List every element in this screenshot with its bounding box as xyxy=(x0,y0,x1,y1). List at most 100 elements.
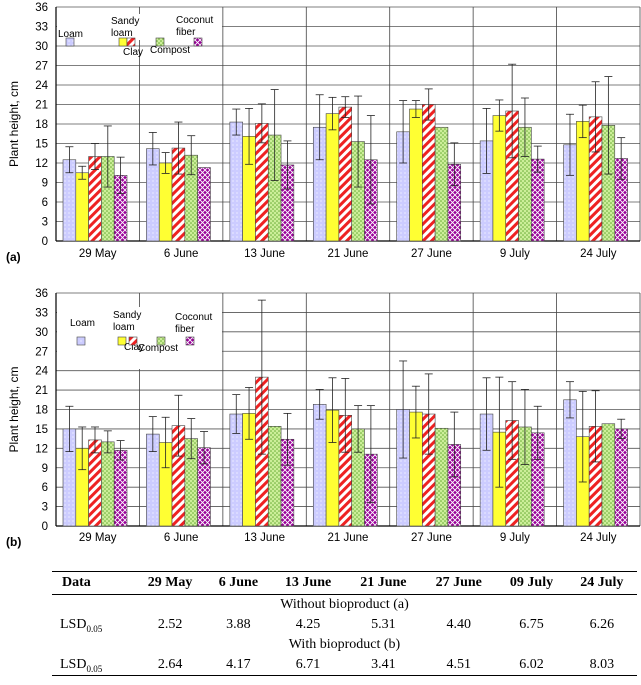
x-tick-label: 13 June xyxy=(244,248,285,260)
y-axis-label: Plant height, cm xyxy=(7,81,21,167)
y-tick-label: 15 xyxy=(35,424,48,436)
y-tick-label: 18 xyxy=(35,119,48,131)
legend-label: Sandy xyxy=(111,16,139,27)
lsd-table: Data 29 May 6 June 13 June 21 June 27 Ju… xyxy=(52,571,637,676)
lsd-row-a: LSD0.05 2.52 3.88 4.25 5.31 4.40 6.75 6.… xyxy=(52,615,637,635)
lsd-b-cell: 4.51 xyxy=(446,657,471,672)
legend-label: Clay xyxy=(124,342,144,353)
lsd-header-row: Data 29 May 6 June 13 June 21 June 27 Ju… xyxy=(52,571,637,595)
legend-label: Compost xyxy=(138,343,178,354)
x-tick-label: 29 May xyxy=(79,248,117,260)
bar xyxy=(229,121,243,242)
y-tick-label: 33 xyxy=(35,22,48,34)
y-tick-label: 21 xyxy=(35,385,48,397)
bar xyxy=(601,423,616,527)
legend-label: Loam xyxy=(70,318,95,329)
legend-swatch xyxy=(155,37,165,47)
lsd-b-cell: 6.71 xyxy=(295,657,321,672)
y-tick-label: 36 xyxy=(35,2,48,14)
legend-box xyxy=(57,14,222,40)
legend-label: loam xyxy=(111,28,133,39)
bar xyxy=(338,106,352,242)
y-tick-label: 21 xyxy=(35,100,48,112)
y-tick-label: 12 xyxy=(35,158,48,170)
lsd-b-cell: 4.17 xyxy=(226,657,251,672)
header-27-june: 27 June xyxy=(435,575,482,590)
legend-swatch xyxy=(118,37,128,47)
legend-label: fiber xyxy=(176,27,196,38)
y-tick-label: 24 xyxy=(35,80,48,92)
lsd-b-cell: 6.02 xyxy=(519,657,544,672)
bar xyxy=(101,441,115,527)
legend-label: Sandy xyxy=(113,310,141,321)
x-tick-label: 27 June xyxy=(411,248,452,260)
bar xyxy=(434,126,449,242)
x-tick-label: 21 June xyxy=(328,532,369,544)
lsd-a-cell: 4.25 xyxy=(295,617,321,632)
bar xyxy=(325,113,340,242)
lsd-a-cell: 2.52 xyxy=(157,617,183,632)
legend-label: Coconut xyxy=(175,312,212,323)
header-13-june: 13 June xyxy=(284,575,332,590)
lsd-b-cell: 3.41 xyxy=(371,657,396,672)
y-tick-label: 0 xyxy=(42,236,48,248)
row-label-a: LSD0.05 xyxy=(52,615,134,635)
legend-swatch xyxy=(126,37,136,47)
y-tick-label: 24 xyxy=(35,366,48,378)
bar xyxy=(113,449,128,527)
legend-label: Coconut xyxy=(176,15,213,26)
y-tick-label: 3 xyxy=(42,502,48,514)
legend-swatch xyxy=(185,336,195,346)
panel-label: (b) xyxy=(6,535,21,549)
bar xyxy=(576,121,590,242)
bar xyxy=(563,399,577,527)
y-axis-label: Plant height, cm xyxy=(7,366,21,452)
legend-label: Compost xyxy=(150,45,190,56)
y-tick-label: 36 xyxy=(35,288,48,300)
lsd-label: LSD xyxy=(60,616,87,632)
legend-swatch xyxy=(128,336,138,346)
bar xyxy=(614,428,628,527)
lsd-a-cell: 5.31 xyxy=(371,617,396,632)
bar xyxy=(158,162,173,242)
bar xyxy=(197,167,211,242)
legend-swatch xyxy=(65,37,75,47)
header-21-june: 21 June xyxy=(360,575,407,590)
y-tick-label: 3 xyxy=(42,217,48,229)
lsd-a-cell: 6.75 xyxy=(519,617,544,632)
caption-row-b: With bioproduct (b) xyxy=(52,635,637,655)
bar xyxy=(434,427,449,527)
header-29-may: 29 May xyxy=(147,575,193,590)
y-tick-label: 6 xyxy=(42,197,48,209)
lsd-subscript: 0.05 xyxy=(86,623,103,634)
y-tick-label: 6 xyxy=(42,482,48,494)
legend-label: loam xyxy=(113,322,135,333)
legend-label: Loam xyxy=(58,29,83,40)
x-tick-label: 24 July xyxy=(580,532,617,544)
header-data: Data xyxy=(62,575,91,590)
row-label-b: LSD0.05 xyxy=(52,655,134,676)
lsd-b-cell: 2.64 xyxy=(157,657,183,672)
x-tick-label: 27 June xyxy=(411,532,452,544)
header-09-july: 09 July xyxy=(509,575,554,590)
bar xyxy=(312,404,327,527)
x-tick-label: 29 May xyxy=(79,532,117,544)
bar xyxy=(492,115,507,242)
y-tick-label: 27 xyxy=(35,61,48,73)
lsd-label: LSD xyxy=(60,656,87,672)
legend-swatch xyxy=(193,37,203,47)
bar xyxy=(267,426,282,527)
x-tick-label: 21 June xyxy=(328,248,369,260)
x-tick-label: 9 July xyxy=(500,248,530,260)
bar xyxy=(422,104,436,242)
y-tick-label: 27 xyxy=(35,346,48,358)
legend-swatch xyxy=(156,336,166,346)
y-tick-label: 0 xyxy=(42,521,48,533)
legend-swatch xyxy=(76,336,86,346)
header-6-june: 6 June xyxy=(218,575,259,590)
caption-with-bioproduct: With bioproduct (b) xyxy=(288,637,401,652)
x-tick-label: 6 June xyxy=(164,248,199,260)
